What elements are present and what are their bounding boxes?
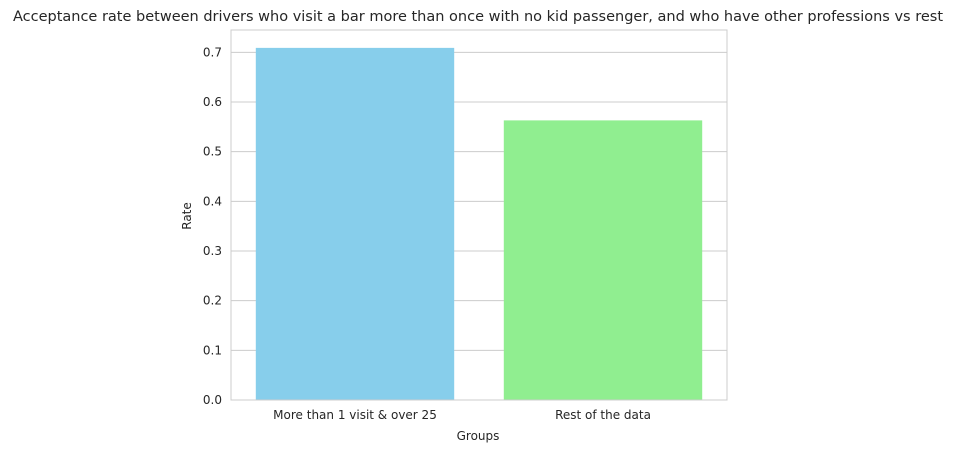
y-tick-label: 0.6: [203, 95, 222, 109]
chart-title: Acceptance rate between drivers who visi…: [13, 9, 943, 25]
x-axis-label: Groups: [457, 429, 500, 443]
plot-frame: [230, 29, 728, 401]
y-tick-label: 0.3: [203, 244, 222, 258]
y-tick-label: 0.4: [203, 194, 222, 208]
bar-1: [255, 47, 455, 400]
y-tick-labels: 0.0 0.1 0.2 0.3 0.4 0.5 0.6 0.7: [203, 45, 222, 407]
bars: [255, 47, 703, 401]
x-tick-labels: More than 1 visit & over 25 Rest of the d…: [273, 408, 651, 422]
x-tick-label: Rest of the data: [555, 408, 651, 422]
y-tick-label: 0.5: [203, 145, 222, 159]
x-tick-label: More than 1 visit & over 25: [273, 408, 437, 422]
y-tick-label: 0.7: [203, 45, 222, 59]
y-tick-label: 0.2: [203, 294, 222, 308]
y-tick-label: 0.0: [203, 393, 222, 407]
y-axis-label: Rate: [180, 202, 194, 230]
y-tick-label: 0.1: [203, 343, 222, 357]
bar-2: [503, 120, 703, 401]
